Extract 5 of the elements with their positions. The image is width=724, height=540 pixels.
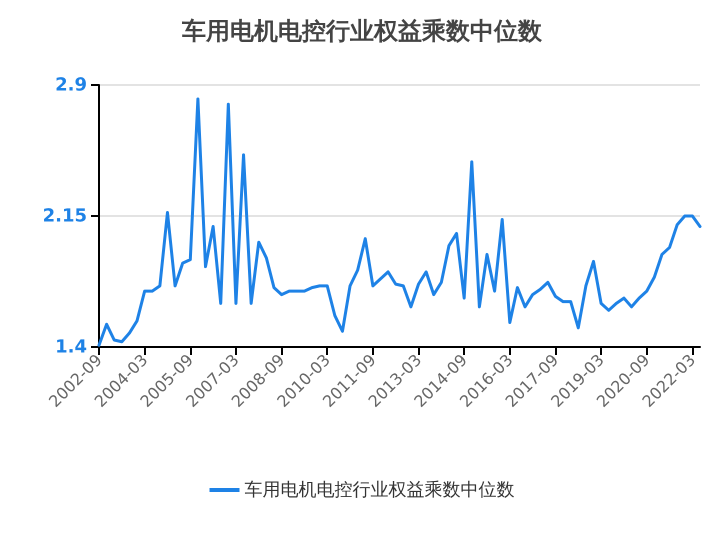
legend-label: 车用电机电控行业权益乘数中位数 <box>244 480 514 500</box>
y-tick-label: 2.9 <box>55 74 87 96</box>
y-tick-label: 2.15 <box>42 206 87 226</box>
y-tick-label: 1.4 <box>55 336 87 358</box>
chart-title: 车用电机电控行业权益乘数中位数 <box>181 17 543 45</box>
